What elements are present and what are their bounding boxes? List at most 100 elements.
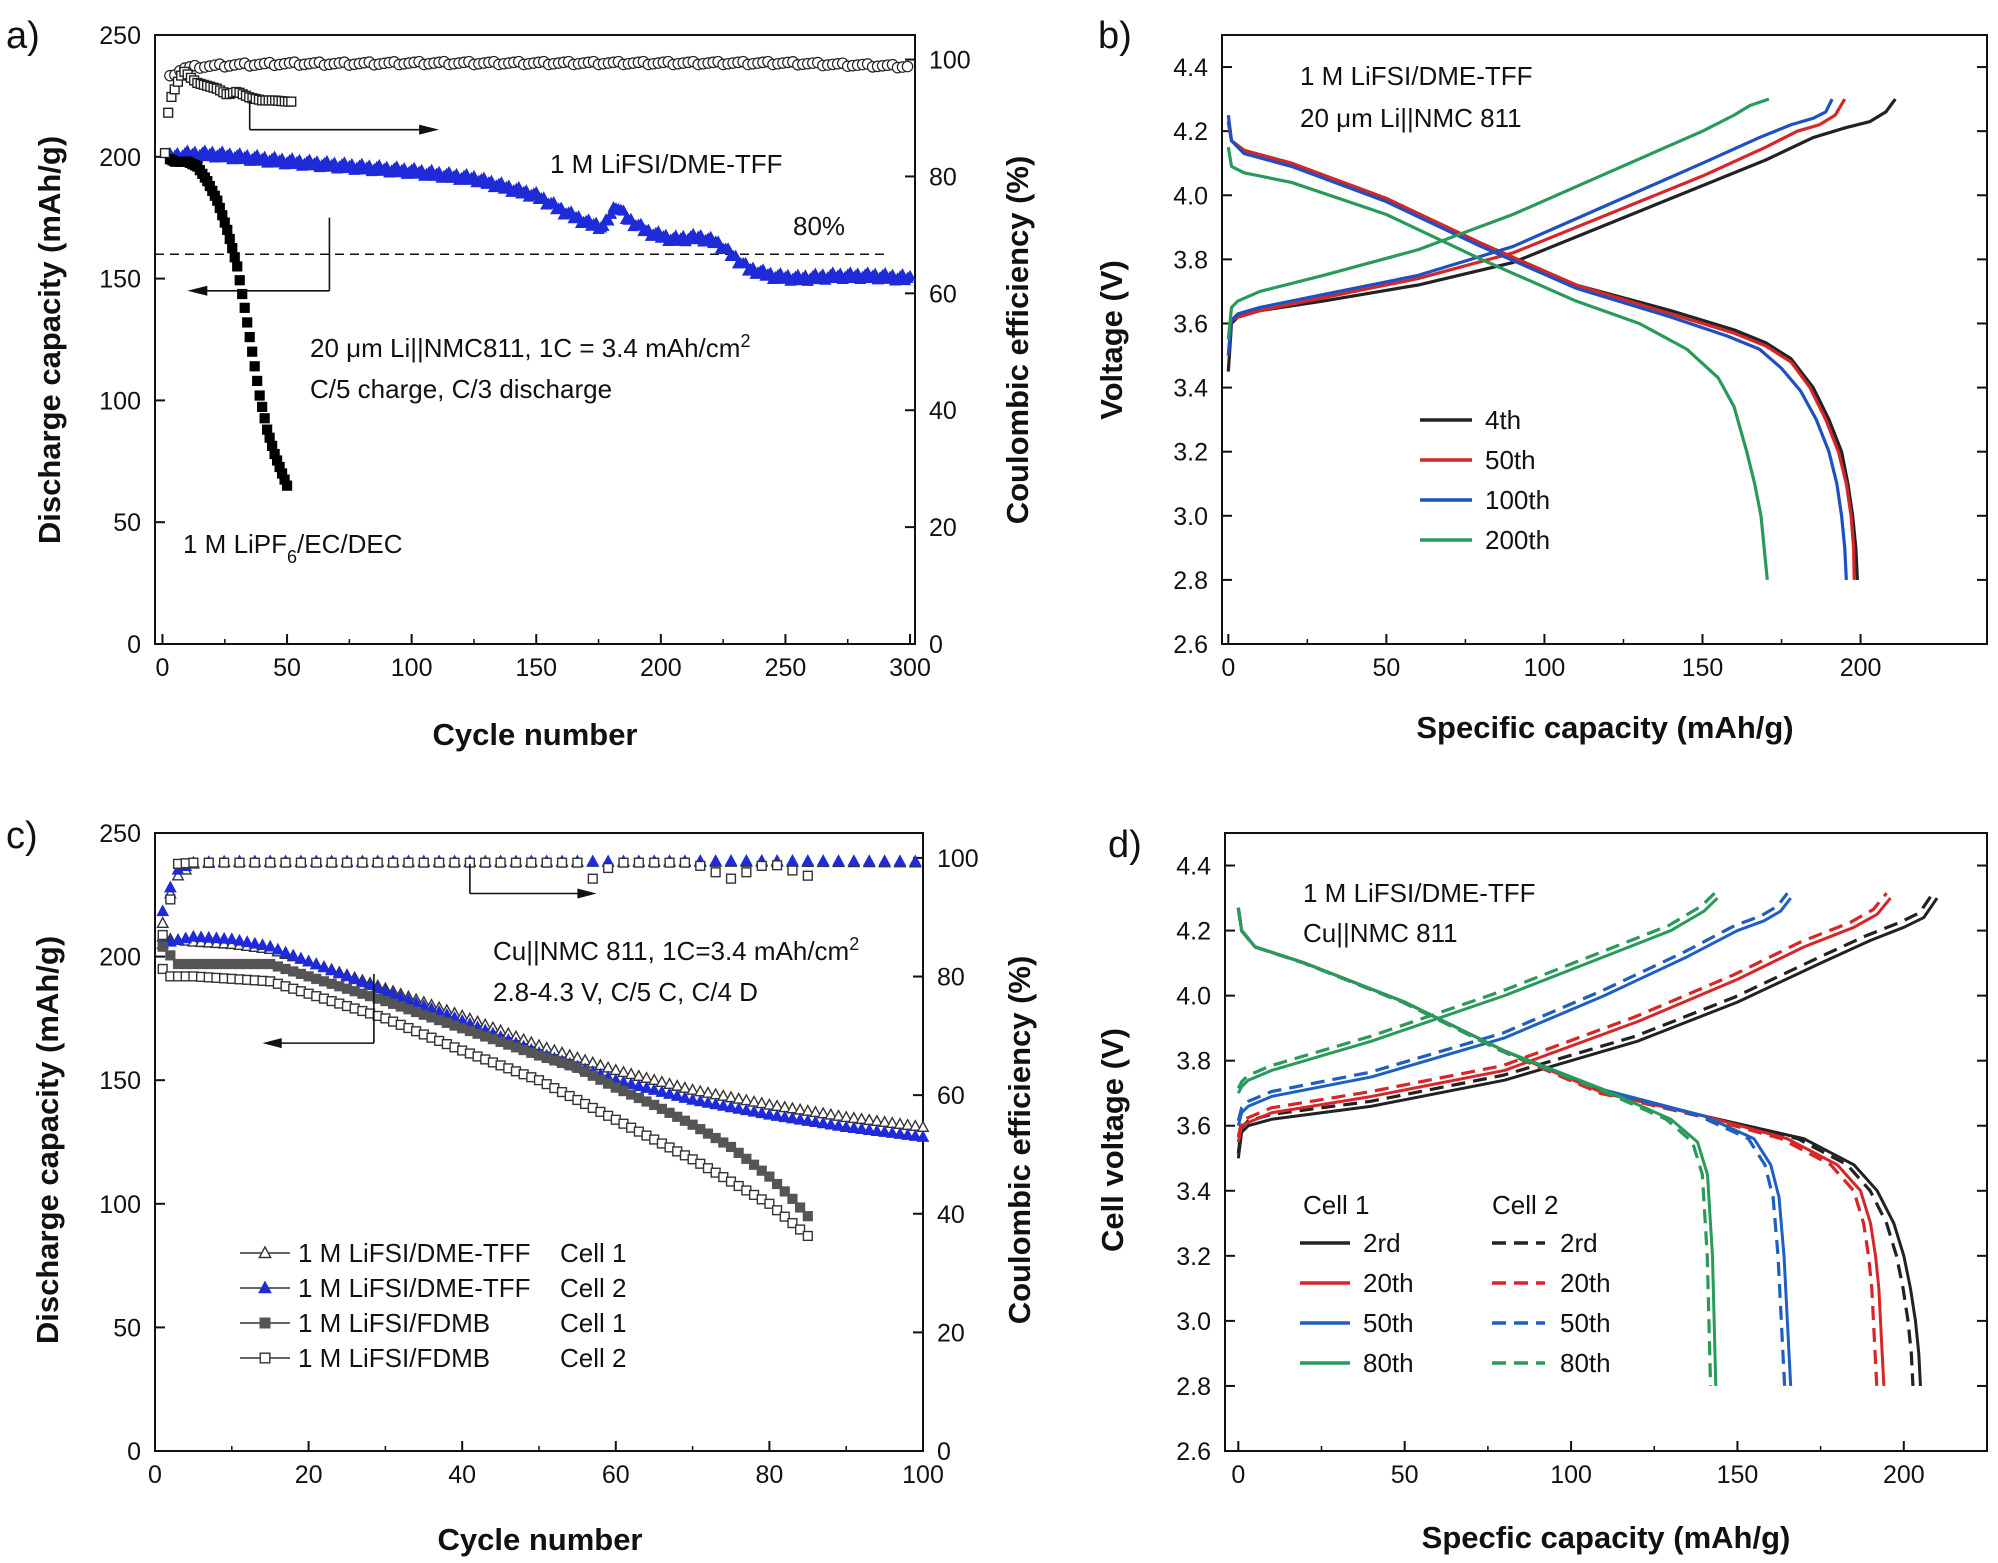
legend-c-name: 1 M LiFSI/DME-TFF bbox=[298, 1238, 531, 1268]
point-a-lipf6-capacity bbox=[254, 390, 265, 401]
point-c-1-M-LiFSI/FDMB-Cell-2-CE bbox=[603, 862, 614, 874]
legend-c-cell: Cell 2 bbox=[560, 1343, 626, 1373]
point-c-1-M-LiFSI/DME-TFF-Cell-2-CE bbox=[862, 854, 876, 867]
y-tick-label: 3.0 bbox=[1176, 1308, 1211, 1336]
point-c-1-M-LiFSI/FDMB-Cell-2-CE bbox=[526, 857, 537, 868]
point-c-1-M-LiFSI/FDMB-Cell-2-CE bbox=[587, 873, 598, 884]
point-c-1-M-LiFSI/DME-TFF-Cell-2-CE bbox=[586, 854, 600, 867]
annot-b-line2: 20 μm Li||NMC 811 bbox=[1300, 103, 1522, 133]
y2-tick-label: 20 bbox=[937, 1319, 965, 1347]
point-a-dmetff-capacity bbox=[903, 269, 917, 282]
legend-d-label-cell1: 50th bbox=[1363, 1308, 1414, 1338]
point-c-1-M-LiFSI/DME-TFF-Cell-2-CE bbox=[156, 904, 170, 917]
point-c-1-M-LiFSI/DME-TFF-Cell-2 bbox=[225, 932, 239, 945]
point-c-1-M-LiFSI/DME-TFF-Cell-2 bbox=[271, 942, 285, 955]
point-c-1-M-LiFSI/FDMB-Cell-2-CE bbox=[541, 857, 552, 868]
legend-d-label-cell1: 20th bbox=[1363, 1268, 1414, 1298]
point-c-1-M-LiFSI/DME-TFF-Cell-2 bbox=[624, 1077, 638, 1089]
y-tick-label: 3.4 bbox=[1176, 1178, 1211, 1206]
point-c-1-M-LiFSI/DME-TFF-Cell-2 bbox=[732, 1101, 746, 1114]
legend-b-label-4th: 4th bbox=[1485, 405, 1521, 435]
point-a-lipf6-capacity bbox=[227, 243, 238, 254]
point-c-1-M-LiFSI/FDMB-Cell-2-CE bbox=[326, 857, 337, 868]
curve-b-50th-discharge bbox=[1226, 121, 1856, 580]
y2-tick-label: 40 bbox=[929, 397, 957, 425]
point-c-1-M-LiFSI/DME-TFF-Cell-2 bbox=[386, 987, 400, 999]
x-tick-label: 40 bbox=[448, 1461, 476, 1489]
point-c-1-M-LiFSI/FDMB-Cell-2-CE bbox=[341, 857, 353, 868]
x-tick-label: 100 bbox=[1524, 654, 1566, 682]
curve-d-cell2-80th-charge bbox=[1236, 892, 1716, 1090]
annot-d-line2: Cu||NMC 811 bbox=[1303, 918, 1458, 948]
point-a-lipf6-capacity bbox=[242, 317, 253, 328]
point-c-1-M-LiFSI/FDMB-Cell-2-CE bbox=[188, 857, 199, 868]
x-tick-label: 100 bbox=[902, 1461, 944, 1489]
point-c-1-M-LiFSI/DME-TFF-Cell-2-CE bbox=[847, 854, 861, 867]
point-c-1-M-LiFSI/FDMB-Cell-1 bbox=[802, 1211, 813, 1222]
x-axis-title-a: Cycle number bbox=[432, 717, 637, 752]
point-c-1-M-LiFSI/DME-TFF-Cell-2 bbox=[202, 930, 216, 943]
point-c-1-M-LiFSI/DME-TFF-Cell-2 bbox=[716, 1098, 730, 1111]
point-c-1-M-LiFSI/FDMB-Cell-2-CE bbox=[480, 857, 491, 868]
y-tick-label: 4.4 bbox=[1173, 54, 1208, 82]
y-tick-label: 50 bbox=[113, 509, 141, 537]
panel-b: b) 0 50 100 150 200 2.6 2.8 3.0 3.2 3.4 3.6 3.8 4.0… bbox=[1094, 15, 1988, 745]
point-a-lipf6-capacity bbox=[252, 375, 263, 387]
point-c-1-M-LiFSI/DME-TFF-Cell-2 bbox=[248, 936, 262, 949]
y2-tick-label: 100 bbox=[929, 47, 971, 75]
y2-ticks-c: 0 20 40 60 80 100 bbox=[913, 845, 979, 1466]
point-c-1-M-LiFSI/DME-TFF-Cell-2 bbox=[916, 1130, 930, 1142]
point-c-1-M-LiFSI/FDMB-Cell-2 bbox=[764, 1198, 775, 1209]
x-tick-label: 60 bbox=[602, 1461, 630, 1489]
point-c-1-M-LiFSI/DME-TFF-Cell-2 bbox=[294, 951, 308, 964]
point-c-1-M-LiFSI/DME-TFF-Cell-2 bbox=[839, 1120, 853, 1132]
y-tick-label: 3.4 bbox=[1173, 375, 1208, 403]
y-ticks-b: 2.6 2.8 3.0 3.2 3.4 3.6 3.8 4.0 4.2 4.4 bbox=[1173, 54, 1987, 659]
annot-c-line1-sup: 2 bbox=[849, 934, 859, 954]
point-c-1-M-LiFSI/DME-TFF-Cell-2 bbox=[801, 1114, 815, 1126]
point-c-1-M-LiFSI/DME-TFF-Cell-2-CE bbox=[801, 854, 815, 866]
point-c-1-M-LiFSI/FDMB-Cell-2 bbox=[771, 1205, 783, 1216]
point-c-1-M-LiFSI/FDMB-Cell-2-CE bbox=[295, 857, 307, 868]
y-tick-label: 4.2 bbox=[1176, 918, 1211, 946]
y-tick-label: 4.2 bbox=[1173, 118, 1208, 146]
annot-a-retention: 80% bbox=[793, 211, 845, 241]
point-c-1-M-LiFSI/DME-TFF-Cell-2 bbox=[747, 1104, 761, 1117]
y-tick-label: 100 bbox=[99, 387, 141, 415]
point-c-1-M-LiFSI/FDMB-Cell-1 bbox=[165, 950, 176, 961]
curve-d-cell2-50th-discharge bbox=[1236, 907, 1787, 1387]
legend-d-label-cell2: 80th bbox=[1560, 1348, 1611, 1378]
y2-tick-label: 100 bbox=[937, 845, 979, 873]
y-tick-label: 200 bbox=[99, 144, 141, 172]
point-c-1-M-LiFSI/DME-TFF-Cell-2 bbox=[186, 929, 200, 942]
point-c-1-M-LiFSI/FDMB-Cell-1 bbox=[725, 1141, 737, 1153]
x-axis-title-b: Specific capacity (mAh/g) bbox=[1416, 710, 1793, 745]
y-tick-label: 250 bbox=[99, 820, 141, 848]
point-c-1-M-LiFSI/DME-TFF-Cell-2 bbox=[302, 954, 316, 967]
curve-b-50th-charge bbox=[1226, 98, 1847, 356]
point-c-1-M-LiFSI/DME-TFF-Cell-2-CE bbox=[724, 854, 738, 866]
x-axis-title-c: Cycle number bbox=[437, 1522, 642, 1557]
x-axis-title-d: Specfic capacity (mAh/g) bbox=[1422, 1520, 1791, 1555]
point-c-1-M-LiFSI/DME-TFF-Cell-2 bbox=[340, 969, 354, 982]
y-tick-label: 4.0 bbox=[1173, 182, 1208, 210]
legend-b: 4th 50th 100th 200th bbox=[1420, 405, 1550, 555]
y-tick-label: 2.6 bbox=[1176, 1438, 1211, 1466]
x-ticks-c: 0 20 40 60 80 100 bbox=[148, 1441, 944, 1489]
y-ticks-c: 0 50 100 150 200 250 bbox=[99, 820, 165, 1466]
annot-a-series-blue: 1 M LiFSI/DME-TFF bbox=[550, 149, 783, 179]
point-c-1-M-LiFSI/FDMB-Cell-2-CE bbox=[265, 857, 276, 868]
point-a-dmetff-ce bbox=[901, 60, 914, 73]
point-c-1-M-LiFSI/DME-TFF-Cell-2 bbox=[870, 1124, 884, 1136]
y-tick-label: 150 bbox=[99, 1067, 141, 1095]
panel-label-a: a) bbox=[6, 15, 40, 57]
y-tick-label: 0 bbox=[127, 631, 141, 659]
point-a-dmetff-capacity bbox=[617, 204, 630, 216]
point-c-1-M-LiFSI/DME-TFF-Cell-2-CE bbox=[709, 854, 723, 866]
curve-d-cell1-20th-charge bbox=[1236, 897, 1892, 1143]
y2-tick-label: 40 bbox=[937, 1201, 965, 1229]
point-c-1-M-LiFSI/FDMB-Cell-2-CE bbox=[618, 857, 629, 868]
x-tick-label: 150 bbox=[1682, 654, 1724, 682]
point-c-1-M-LiFSI/DME-TFF-Cell-2 bbox=[739, 1103, 753, 1116]
point-c-1-M-LiFSI/DME-TFF-Cell-2 bbox=[755, 1106, 769, 1119]
